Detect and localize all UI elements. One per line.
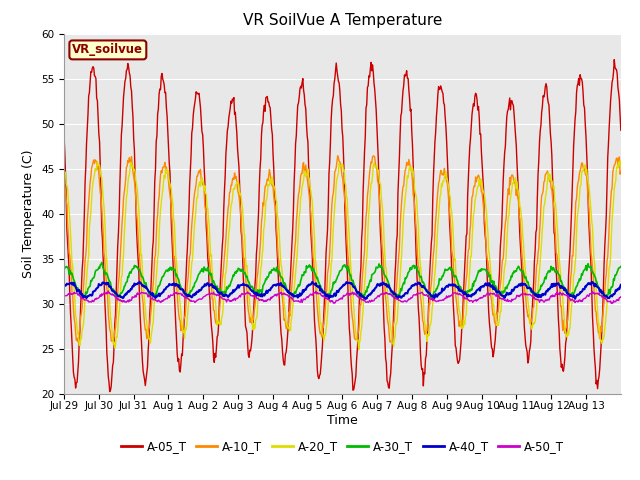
A-20_T: [125, 172, 133, 178]
A-40_T: [228, 289, 236, 295]
A-05_T: [432, 129, 440, 135]
Line: A-30_T: A-30_T: [64, 263, 621, 298]
A-40_T: [362, 296, 369, 302]
A-05_T: [228, 96, 236, 102]
A-20_T: [255, 286, 263, 292]
Line: A-05_T: A-05_T: [64, 60, 621, 392]
A-20_T: [60, 167, 68, 172]
A-10_T: [433, 207, 440, 213]
Line: A-50_T: A-50_T: [64, 291, 621, 303]
A-50_T: [432, 298, 440, 304]
A-20_T: [432, 262, 440, 267]
A-50_T: [60, 293, 68, 299]
Title: VR SoilVue A Temperature: VR SoilVue A Temperature: [243, 13, 442, 28]
A-40_T: [60, 282, 68, 288]
A-50_T: [401, 298, 408, 304]
A-40_T: [136, 279, 143, 285]
Text: VR_soilvue: VR_soilvue: [72, 43, 143, 56]
A-05_T: [611, 57, 618, 62]
A-20_T: [355, 347, 363, 352]
A-20_T: [228, 201, 236, 206]
A-30_T: [256, 287, 264, 293]
A-20_T: [616, 158, 624, 164]
A-10_T: [60, 171, 68, 177]
A-40_T: [617, 282, 625, 288]
A-40_T: [277, 280, 285, 286]
Line: A-10_T: A-10_T: [64, 156, 621, 342]
A-30_T: [277, 274, 285, 279]
A-30_T: [617, 264, 625, 269]
A-30_T: [433, 286, 440, 291]
A-10_T: [388, 339, 396, 345]
A-50_T: [104, 288, 112, 294]
A-30_T: [428, 295, 435, 301]
A-10_T: [617, 168, 625, 174]
A-40_T: [125, 289, 133, 295]
A-20_T: [617, 163, 625, 169]
A-05_T: [126, 73, 134, 79]
A-30_T: [228, 275, 236, 281]
A-10_T: [276, 273, 284, 278]
Legend: A-05_T, A-10_T, A-20_T, A-30_T, A-40_T, A-50_T: A-05_T, A-10_T, A-20_T, A-30_T, A-40_T, …: [116, 435, 569, 458]
A-10_T: [401, 168, 409, 173]
A-30_T: [126, 269, 134, 275]
A-05_T: [277, 331, 285, 336]
A-05_T: [401, 72, 408, 78]
A-05_T: [60, 133, 68, 139]
A-05_T: [256, 166, 264, 171]
A-50_T: [617, 294, 625, 300]
Line: A-40_T: A-40_T: [64, 282, 621, 299]
A-30_T: [98, 260, 106, 265]
A-50_T: [126, 298, 134, 304]
Y-axis label: Soil Temperature (C): Soil Temperature (C): [22, 149, 35, 278]
A-40_T: [256, 293, 264, 299]
X-axis label: Time: Time: [327, 414, 358, 427]
A-20_T: [276, 252, 284, 257]
A-40_T: [401, 290, 409, 296]
A-50_T: [228, 297, 236, 303]
A-40_T: [433, 293, 440, 299]
A-50_T: [277, 289, 285, 295]
A-10_T: [125, 155, 133, 161]
A-10_T: [334, 153, 342, 159]
A-10_T: [228, 182, 236, 188]
A-30_T: [401, 281, 408, 287]
A-50_T: [256, 297, 264, 302]
A-05_T: [617, 127, 625, 133]
A-05_T: [106, 389, 113, 395]
A-30_T: [60, 266, 68, 272]
A-20_T: [401, 203, 408, 209]
A-50_T: [607, 300, 615, 306]
Line: A-20_T: A-20_T: [64, 161, 621, 349]
A-10_T: [255, 257, 263, 263]
